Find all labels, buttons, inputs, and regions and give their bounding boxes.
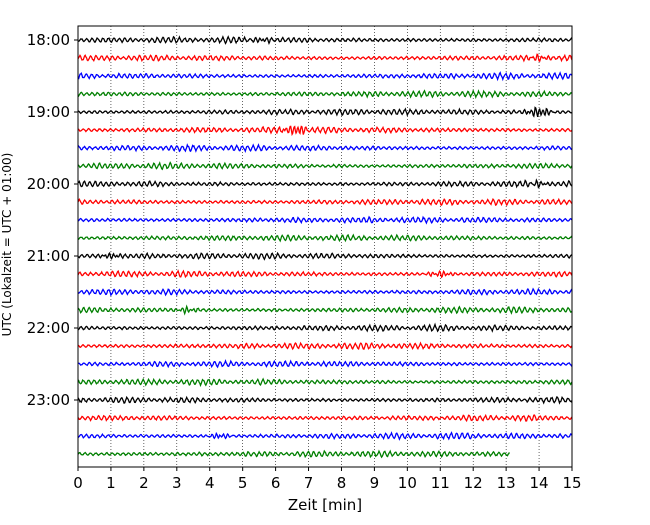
seismic-trace [77,251,573,261]
x-tick-label: 6 [271,474,281,492]
seismic-trace [77,395,573,405]
seismic-trace [77,125,573,137]
x-tick-label: 14 [530,474,549,492]
seismic-trace [77,178,573,189]
plot-frame [77,25,573,468]
y-tick-label: 23:00 [27,391,70,409]
seismic-trace [77,53,573,63]
seismic-trace [77,431,573,441]
seismic-trace [77,269,573,279]
x-axis-label: Zeit [min] [288,496,362,514]
seismic-trace [77,449,510,459]
x-tick-label: 15 [562,474,581,492]
trace-group [77,35,573,459]
seismic-trace [77,143,573,153]
x-tick-label: 10 [398,474,417,492]
x-tick-label: 13 [497,474,516,492]
seismic-trace [77,215,573,225]
seismic-trace [77,341,573,351]
y-tick-label: 20:00 [27,175,70,193]
x-tick-label: 3 [172,474,182,492]
seismic-trace [77,304,573,316]
y-tick-label: 21:00 [27,247,70,265]
seismic-trace [77,377,573,388]
seismic-trace [77,88,573,100]
x-tick-label: 11 [431,474,450,492]
x-tick-label: 1 [106,474,116,492]
seismic-trace [77,161,573,171]
seismic-trace [77,197,573,207]
y-axis-label: UTC (Lokalzeit = UTC + 01:00) [0,153,14,337]
seismic-trace [77,322,573,333]
x-axis: 0 1 2 3 4 5 6 7 8 9 10 11 12 13 14 15 [73,467,582,492]
x-tick-label: 9 [370,474,380,492]
x-tick-label: 5 [238,474,248,492]
y-axis: 18:00 19:00 20:00 21:00 22:00 23:00 [27,31,78,409]
seismic-trace [77,35,573,46]
x-tick-label: 12 [464,474,483,492]
seismic-trace [77,233,573,243]
seismic-trace [77,359,573,369]
x-tick-label: 8 [337,474,347,492]
seismic-trace [77,71,573,82]
x-tick-label: 7 [304,474,314,492]
y-tick-label: 22:00 [27,319,70,337]
seismic-trace [77,413,573,423]
y-tick-label: 18:00 [27,31,70,49]
x-tick-label: 2 [139,474,149,492]
seismic-trace [77,287,573,297]
y-tick-label: 19:00 [27,103,70,121]
seismic-trace [77,106,573,118]
x-tick-label: 0 [73,474,83,492]
x-tick-label: 4 [205,474,215,492]
